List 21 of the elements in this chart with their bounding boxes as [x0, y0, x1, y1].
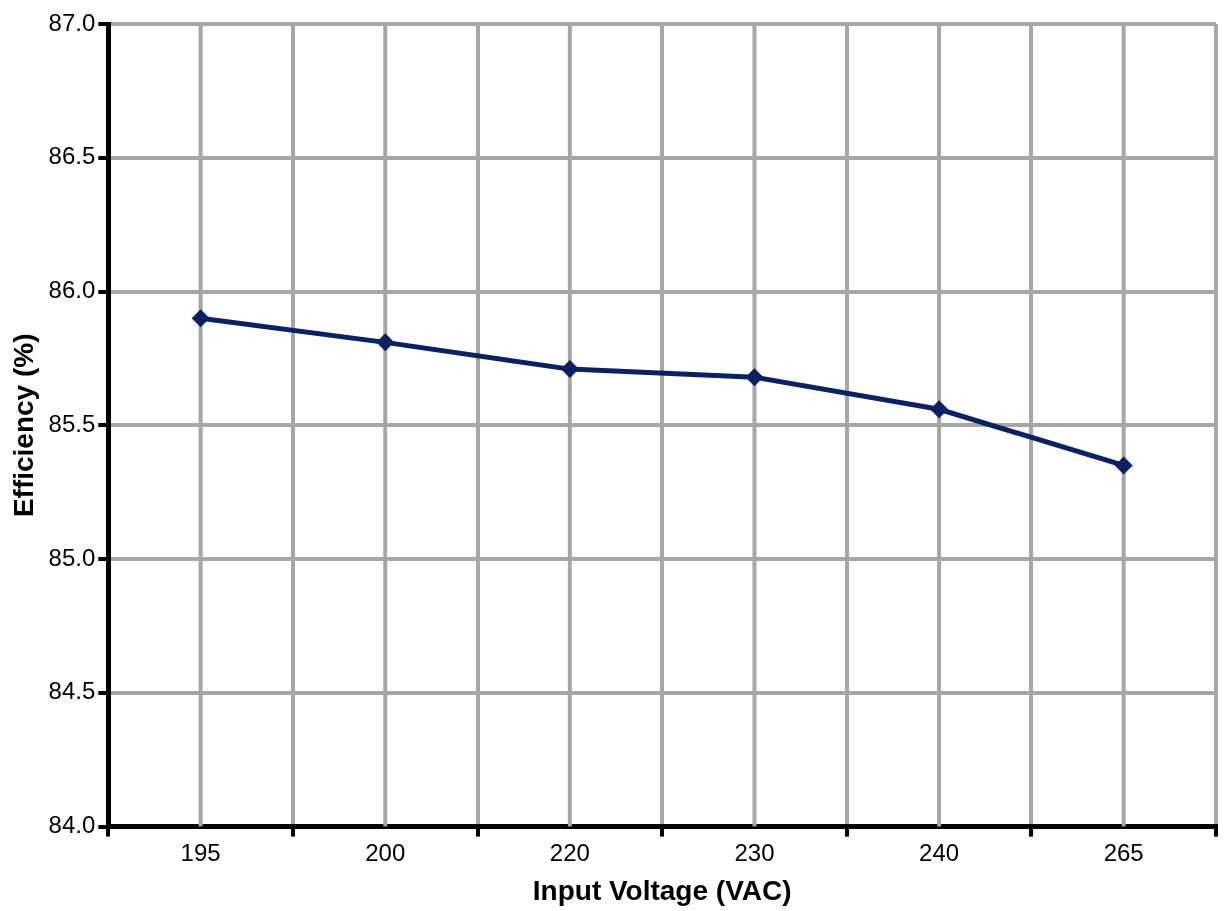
x-tick-label: 240	[919, 838, 960, 866]
x-tick-label: 265	[1103, 838, 1144, 866]
y-axis-title: Efficiency (%)	[7, 333, 39, 518]
x-tick-label: 200	[365, 838, 406, 866]
x-axis-title: Input Voltage (VAC)	[532, 874, 792, 906]
x-tick-label: 230	[734, 838, 775, 866]
point	[1114, 456, 1133, 475]
point	[745, 368, 764, 387]
y-tick-label: 87.0	[48, 8, 96, 36]
y-tick-label: 85.5	[48, 409, 96, 437]
y-tick-label: 86.5	[48, 142, 96, 170]
x-tick-label: 220	[549, 838, 590, 866]
point	[560, 360, 579, 379]
x-tick-label: 195	[180, 838, 221, 866]
point	[376, 333, 395, 352]
point	[930, 400, 949, 419]
point	[191, 309, 210, 328]
y-tick-label: 84.5	[48, 677, 96, 705]
y-tick-label: 84.0	[48, 811, 96, 839]
y-tick-label: 85.0	[48, 543, 96, 571]
y-tick-label: 86.0	[48, 276, 96, 304]
